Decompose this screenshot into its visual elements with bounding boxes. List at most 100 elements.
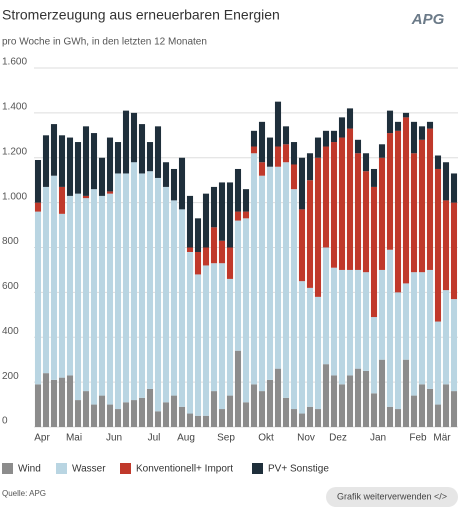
bar-segment <box>434 168 442 322</box>
bar-segment <box>426 121 434 129</box>
bar-segment <box>282 162 290 398</box>
bar-segment <box>42 186 50 374</box>
bar-segment <box>34 159 42 203</box>
legend-label: Konventionell+ Import <box>136 464 233 475</box>
bar-segment <box>298 413 306 427</box>
button-bg[interactable] <box>326 487 458 507</box>
bar-segment <box>338 137 346 270</box>
bar-segment <box>82 195 90 199</box>
bar-segment <box>162 402 170 427</box>
bar-segment <box>370 393 378 427</box>
bar-segment <box>442 200 450 291</box>
bar-segment <box>266 137 274 167</box>
bar-segment <box>58 135 66 187</box>
bar-segment <box>394 292 402 410</box>
bar-segment <box>114 142 122 174</box>
bar-segment <box>258 391 266 427</box>
bar-segment <box>74 193 82 401</box>
bar-segment <box>234 350 242 427</box>
bar-segment <box>66 137 74 196</box>
bar-segment <box>346 375 354 427</box>
bar-segment <box>170 200 178 396</box>
bar-segment <box>386 249 394 407</box>
bar-segment <box>290 189 298 410</box>
bar-segment <box>34 202 42 212</box>
bar-segment <box>402 283 410 360</box>
bar-segment <box>130 112 138 163</box>
bar-segment <box>450 173 458 203</box>
bar-segment <box>338 384 346 427</box>
bar-segment <box>394 409 402 427</box>
bar-segment <box>290 409 298 427</box>
bar-segment <box>114 173 122 410</box>
bar-segment <box>314 296 322 410</box>
bar-segment <box>186 195 194 248</box>
legend-swatch <box>2 463 13 474</box>
x-tick-label: Aug <box>177 433 195 444</box>
x-tick-label: Nov <box>297 433 315 444</box>
bar-segment <box>138 173 146 398</box>
bar-segment <box>402 359 410 427</box>
bar-segment <box>434 321 442 405</box>
bar-segment <box>442 384 450 427</box>
bar-segment <box>386 133 394 250</box>
bar-segment <box>250 130 258 147</box>
bar-segment <box>306 180 314 288</box>
legend-swatch <box>120 463 131 474</box>
bar-segment <box>106 193 114 405</box>
bar-segment <box>410 272 418 396</box>
chart-subtitle: pro Woche in GWh, in den letzten 12 Mona… <box>2 37 207 48</box>
bar-segment <box>394 121 402 131</box>
bar-segment <box>202 247 210 266</box>
bar-segment <box>66 375 74 427</box>
x-tick-label: Jan <box>370 433 386 444</box>
bar-segment <box>322 146 330 248</box>
bar-segment <box>218 263 226 410</box>
bar-segment <box>42 373 50 427</box>
y-tick-label: 1.200 <box>2 146 27 157</box>
y-tick-label: 1.400 <box>2 102 27 113</box>
bar-segment <box>362 272 370 371</box>
bar-segment <box>122 110 130 174</box>
bar-segment <box>378 269 386 360</box>
bar-segment <box>258 162 266 176</box>
bar-segment <box>50 379 58 427</box>
bar-segment <box>74 400 82 427</box>
bar-segment <box>282 144 290 163</box>
y-tick-label: 200 <box>2 371 19 382</box>
x-tick-label: Mai <box>66 433 82 444</box>
bar-segment <box>50 175 58 380</box>
bar-segment <box>450 391 458 427</box>
bar-segment <box>346 269 354 376</box>
button[interactable]: Grafik weiterverwenden </> <box>337 491 447 501</box>
bar-segment <box>370 317 378 394</box>
bar-segment <box>306 153 314 181</box>
legend-label: Wasser <box>72 464 106 475</box>
bar-segment <box>226 395 234 427</box>
bar-segment <box>82 198 90 392</box>
bar-segment <box>330 375 338 427</box>
bar-segment <box>234 168 242 212</box>
bar-segment <box>362 171 370 273</box>
bar-segment <box>330 130 338 143</box>
bar-segment <box>330 267 338 376</box>
bar-segment <box>354 368 362 427</box>
bar-segment <box>426 269 434 389</box>
bar-segment <box>146 142 154 172</box>
bar-segment <box>410 395 418 427</box>
x-tick-label: Feb <box>409 433 427 444</box>
bar-segment <box>210 391 218 427</box>
bar-segment <box>322 247 330 365</box>
y-tick-label: 0 <box>2 416 8 427</box>
bar-segment <box>98 157 106 196</box>
source: Quelle: APG <box>2 489 46 498</box>
bar-segment <box>330 142 338 268</box>
bar-segment <box>426 128 434 270</box>
bar-segment <box>434 155 442 169</box>
chart-title: Stromerzeugung aus erneuerbaren Energien <box>2 7 280 23</box>
bar-segment <box>226 182 234 248</box>
bar-segment <box>250 153 258 385</box>
bar-segment <box>226 247 234 279</box>
bar-segment <box>122 402 130 427</box>
